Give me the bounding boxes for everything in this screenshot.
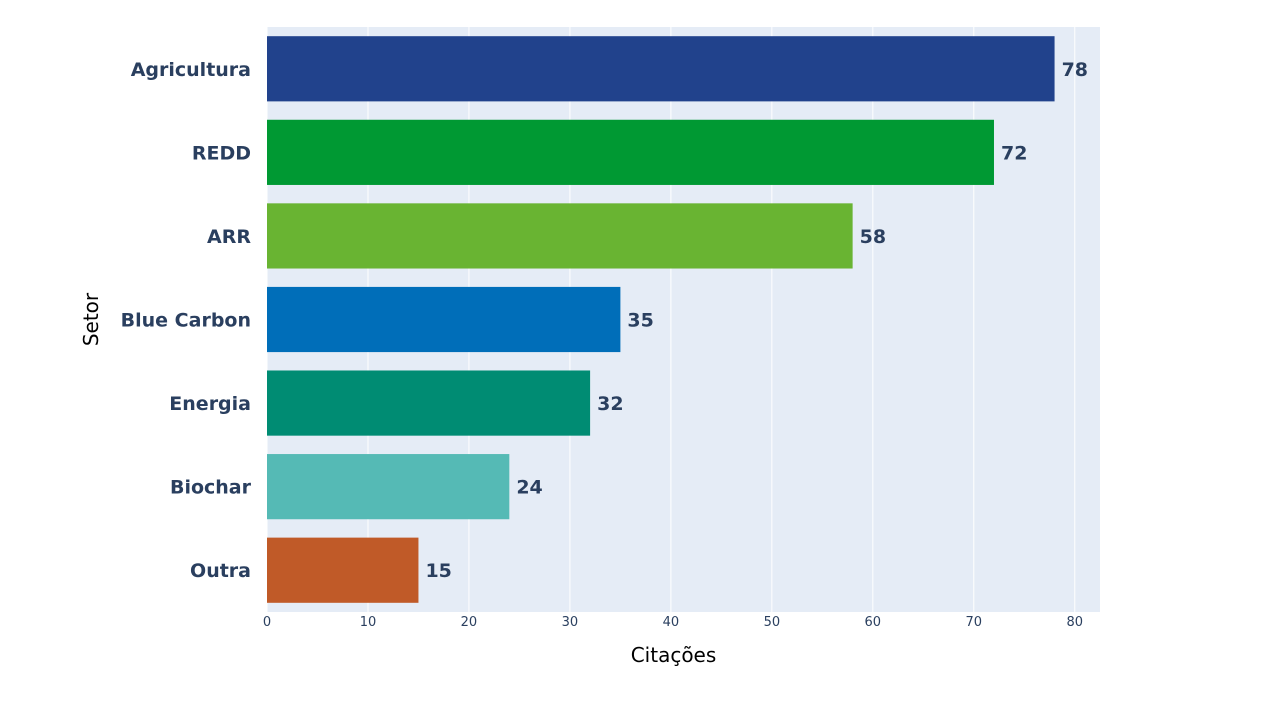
category-label: Biochar: [170, 477, 252, 499]
data-label: 58: [860, 226, 886, 248]
x-ticks: 0 10 20 30 40 50 60 70 80: [263, 615, 1083, 630]
category-label: REDD: [192, 142, 251, 164]
data-label: 78: [1062, 59, 1088, 81]
bar: [267, 370, 591, 436]
x-tick-label: 20: [461, 615, 478, 630]
x-tick-label: 40: [663, 615, 680, 630]
bar: [267, 36, 1055, 102]
x-tick-label: 50: [764, 615, 781, 630]
x-tick-label: 70: [966, 615, 983, 630]
category-label: Energia: [169, 393, 251, 415]
category-label: Outra: [190, 560, 251, 582]
data-label: 35: [627, 310, 653, 332]
data-label: 24: [516, 477, 542, 499]
data-label: 15: [425, 560, 451, 582]
x-tick-label: 0: [263, 615, 271, 630]
bar: [267, 119, 994, 185]
x-axis-title: Citações: [631, 643, 717, 667]
value-labels: 78 72 58 35 32 24 15: [425, 59, 1088, 582]
bar: [267, 286, 621, 353]
bar: [267, 454, 510, 520]
bar: [267, 537, 419, 603]
bar: [267, 203, 853, 269]
data-label: 32: [597, 393, 623, 415]
bars: [267, 36, 1055, 603]
x-tick-label: 10: [360, 615, 377, 630]
x-tick-label: 60: [865, 615, 882, 630]
category-label: Agricultura: [131, 59, 251, 81]
x-tick-label: 30: [562, 615, 579, 630]
x-tick-label: 80: [1066, 615, 1083, 630]
y-axis-title: Setor: [79, 292, 103, 346]
data-label: 72: [1001, 142, 1027, 164]
category-labels: Agricultura REDD ARR Blue Carbon Energia Bioc…: [121, 59, 252, 582]
category-label: Blue Carbon: [121, 310, 251, 332]
category-label: ARR: [207, 226, 251, 248]
